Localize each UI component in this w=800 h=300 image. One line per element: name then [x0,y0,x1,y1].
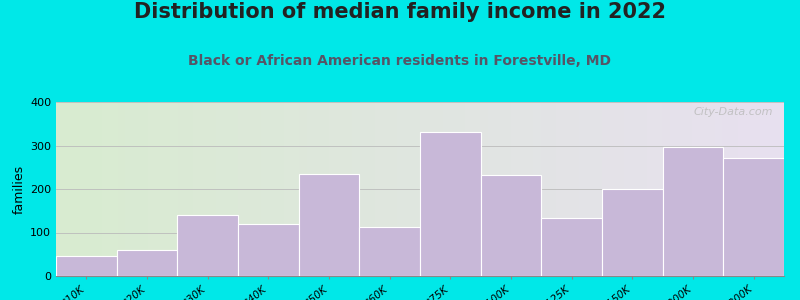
Bar [359,227,420,276]
Bar [662,147,723,276]
Bar [178,215,238,276]
Bar [723,158,784,276]
Text: City-Data.com: City-Data.com [694,107,773,117]
Bar [542,218,602,276]
Bar [117,250,178,276]
Bar [481,175,542,276]
Y-axis label: families: families [13,164,26,214]
Text: Distribution of median family income in 2022: Distribution of median family income in … [134,2,666,22]
Bar [298,174,359,276]
Bar [238,224,298,276]
Bar [420,133,481,276]
Text: Black or African American residents in Forestville, MD: Black or African American residents in F… [189,54,611,68]
Bar [602,189,662,276]
Bar [56,256,117,276]
